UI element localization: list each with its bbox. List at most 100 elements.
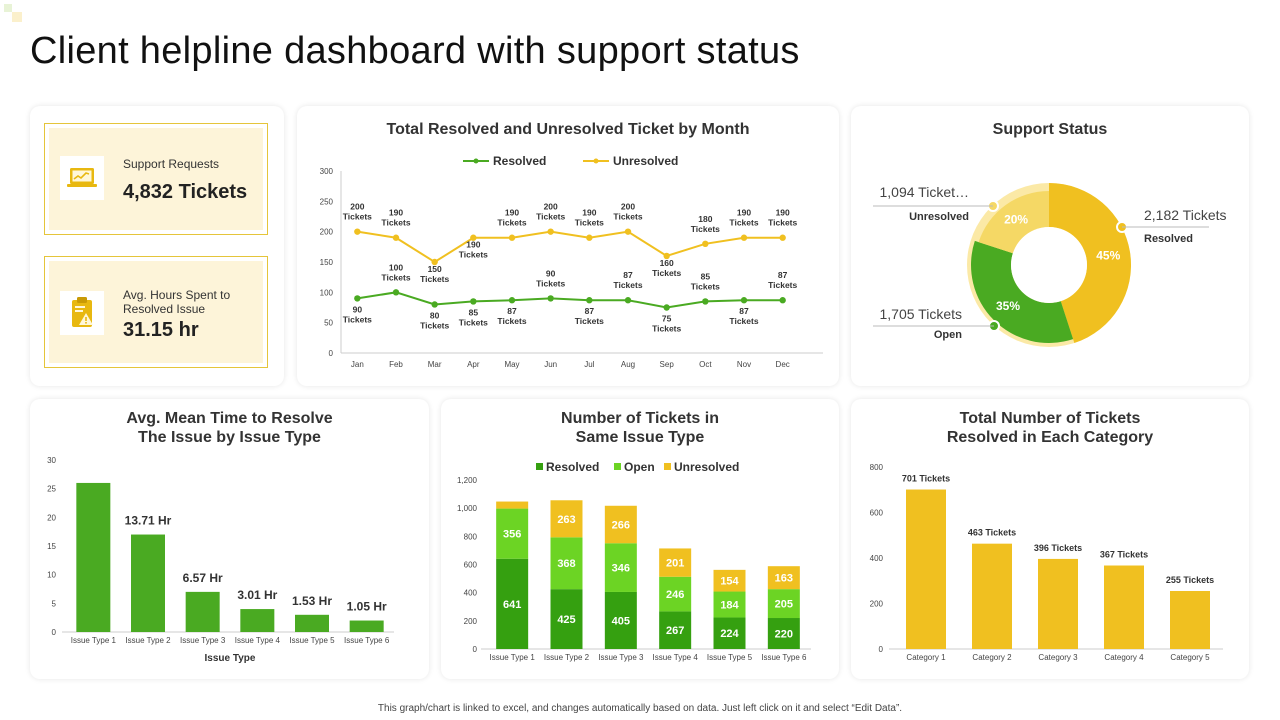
data-label: Tickets [343,212,372,222]
data-label: 87 [507,306,517,316]
data-label: Tickets [381,272,410,282]
bar-segment-unresolved [767,566,800,590]
y-tick-label: 10 [47,571,56,580]
segment-label: 220 [775,629,793,641]
footer-note: This graph/chart is linked to excel, and… [377,703,903,714]
x-tick-label: Category 5 [1170,653,1210,662]
data-label: 87 [585,306,595,316]
data-label: 200 [350,202,364,212]
mean-time-bar-chart[interactable]: 0 5 10 15 20 25 30 Issue Type 1 Issue Type 2 13.7… [30,399,429,679]
bar [1038,558,1078,649]
bar-segment-resolved [604,591,637,649]
data-label: 180 [698,214,712,224]
data-label: Tickets [420,274,449,284]
bar [1170,590,1210,649]
data-label: Tickets [652,268,681,278]
bar-segment-unresolved [713,569,746,592]
data-label: Tickets [729,316,758,326]
bar-value-label: 396 Tickets [1034,543,1082,553]
mean-time-card: Avg. Mean Time to Resolve The Issue by I… [30,399,429,679]
x-tick-label: Issue Type 1 [71,636,117,645]
bar-segment-unresolved [604,505,637,544]
segment-label: 205 [775,599,793,611]
y-tick-label: 200 [320,228,334,237]
data-label: 85 [469,307,479,317]
segment-label: 263 [557,514,575,526]
category-bar-chart[interactable]: 0 200 400 600 800 Category 1 701 Tickets Catego… [851,399,1249,679]
x-tick-label: Dec [776,360,790,369]
data-label: Tickets [691,224,720,234]
data-label: 100 [389,262,403,272]
donut-chart[interactable]: 45% 35% 20% 2,182 Tickets Resolved 1,705 Tick… [851,106,1249,386]
y-tick-label: 800 [464,532,478,541]
data-point [624,228,632,235]
stacked-bar-chart[interactable]: Resolved Open Unresolved 0 200 400 600 800 1,000… [441,399,839,679]
kpi-value: 4,832 Tickets [123,181,248,203]
data-label: 150 [428,264,442,274]
y-tick-label: 300 [320,167,334,176]
data-point [354,228,361,235]
line-chart[interactable]: Resolved Unresolved 0 50 100 150 200 250 300 Jan F… [297,106,839,386]
x-tick-label: Issue Type 1 [490,653,536,662]
legend-label: Resolved [493,154,546,168]
laptop-chart-icon [60,156,104,200]
y-tick-label: 50 [324,319,333,328]
x-tick-label: Mar [428,360,442,369]
line-chart-title: Total Resolved and Unresolved Ticket by … [386,121,750,138]
series-line-resolved [357,291,783,309]
segment-label: 266 [612,520,630,532]
x-tick-label: Apr [467,360,480,369]
data-label: Tickets [652,324,681,334]
data-label: Tickets [691,281,720,291]
y-tick-label: 600 [464,561,478,570]
data-point [392,234,400,241]
data-label: Tickets [381,218,410,228]
callout-value: 2,182 Tickets [1144,207,1227,223]
data-label: Tickets [497,218,526,228]
data-label: Tickets [536,212,565,222]
line-chart-card: Total Resolved and Unresolved Ticket by … [297,106,839,386]
data-point [663,252,670,260]
legend-marker [593,158,599,164]
data-label: 190 [582,208,596,218]
y-tick-label: 0 [329,349,334,358]
x-tick-label: Oct [699,360,712,369]
data-label: Tickets [343,314,372,324]
slice-percent: 45% [1096,249,1120,263]
x-tick-label: May [504,360,519,369]
legend-label: Unresolved [674,460,739,474]
callout-name: Open [934,329,962,341]
legend-swatch [536,463,543,470]
data-point [392,289,400,296]
bar-segment-unresolved [659,548,692,577]
x-tick-label: Category 1 [906,653,946,662]
data-label: 200 [544,202,558,212]
data-label: Tickets [536,278,565,288]
data-label: 190 [776,208,790,218]
data-label: Tickets [768,280,797,290]
page-title: Client helpline dashboard with support s… [30,30,800,72]
bar-segment-resolved [550,589,583,649]
data-point [663,304,670,311]
y-tick-label: 0 [52,628,57,637]
y-tick-label: 20 [47,513,56,522]
data-point [431,258,438,266]
bar-segment-open [550,537,583,590]
kpi-card: Support Requests 4,832 Tickets Avg. Hour… [30,106,284,386]
y-tick-label: 100 [320,288,334,297]
legend-label: Open [624,460,655,474]
bar [906,489,946,649]
data-label: 190 [505,208,519,218]
y-tick-label: 200 [870,600,884,609]
bar [349,620,384,632]
x-tick-label: Feb [389,360,403,369]
data-label: 200 [621,202,635,212]
kpi-avg-hours[interactable]: Avg. Hours Spent to Resolved Issue 31.15… [44,256,268,368]
segment-label: 267 [666,625,684,637]
data-point [431,301,438,308]
y-tick-label: 400 [464,589,478,598]
bar-segment-unresolved [550,500,583,538]
x-tick-label: Category 2 [972,653,1012,662]
mean-time-title: Avg. Mean Time to Resolve The Issue by I… [126,410,333,446]
kpi-support-requests[interactable]: Support Requests 4,832 Tickets [44,123,268,235]
